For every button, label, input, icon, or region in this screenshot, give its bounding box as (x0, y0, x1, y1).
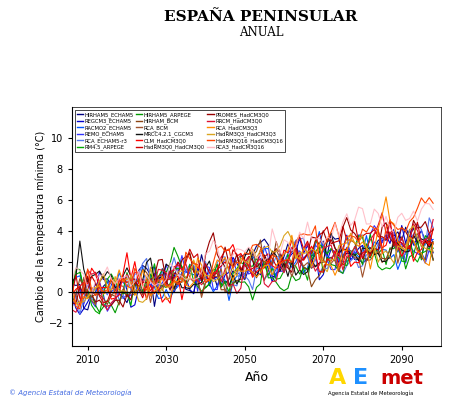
Legend: HIRHAM5_ECHAM5, REGCM3_ECHAM5, RACMO2_ECHAM5, REMO_ECHAM5, RCA_ECHAM5-r3, RM4.5_: HIRHAM5_ECHAM5, REGCM3_ECHAM5, RACMO2_EC… (75, 110, 285, 152)
Text: Agencia Estatal de Meteorología: Agencia Estatal de Meteorología (328, 390, 414, 396)
Text: ESPAÑA PENINSULAR: ESPAÑA PENINSULAR (164, 10, 358, 24)
X-axis label: Año: Año (244, 371, 269, 384)
Text: © Agencia Estatal de Meteorología: © Agencia Estatal de Meteorología (9, 389, 131, 396)
Y-axis label: Cambio de la temperatura mínima (°C): Cambio de la temperatura mínima (°C) (35, 131, 46, 322)
Text: ANUAL: ANUAL (239, 26, 283, 39)
Text: A: A (328, 368, 346, 388)
Text: E: E (353, 368, 369, 388)
Text: met: met (380, 369, 423, 388)
